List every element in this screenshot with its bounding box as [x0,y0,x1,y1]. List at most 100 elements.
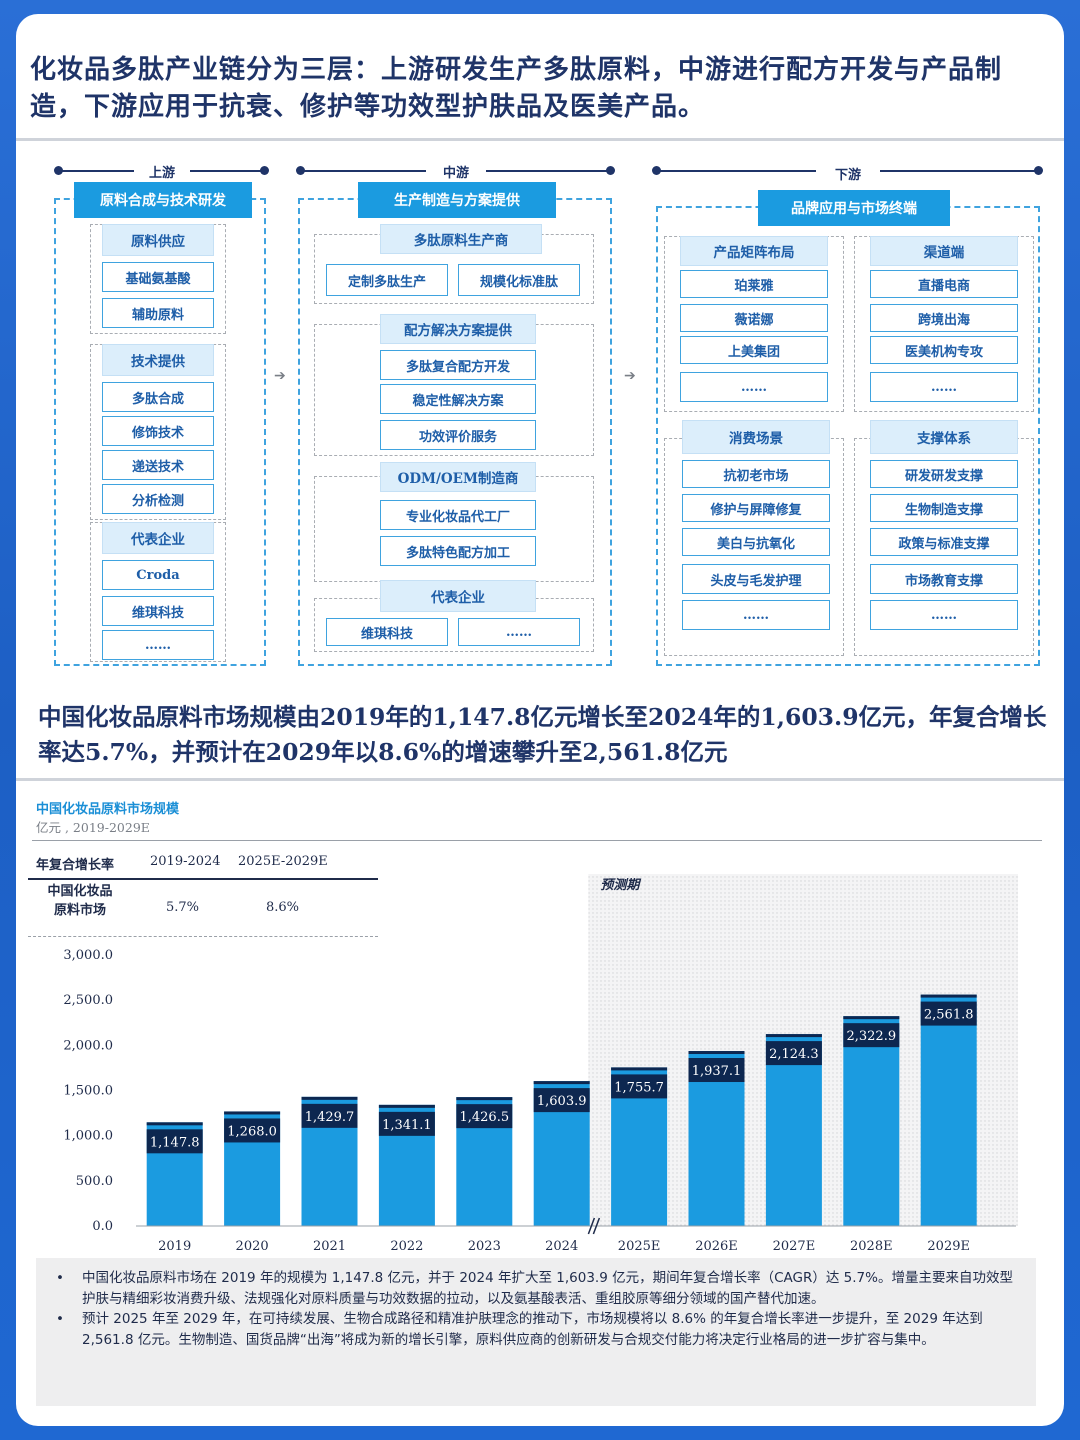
value-label-bg [378,1111,435,1136]
flow-arrow-icon: ➔ [624,368,636,384]
flow-arrow-icon: ➔ [274,368,286,384]
value-label: 1,426.5 [459,1110,509,1125]
tier-dot [606,166,615,175]
y-tick-label: 1,500.0 [63,1084,113,1099]
chart-title: 中国化妆品原料市场规模 [36,802,180,817]
item-box: 政策与标准支撑 [870,528,1018,556]
category-box: 原料供应 [102,224,214,256]
category-box: 代表企业 [102,522,214,554]
item-box: 薇诺娜 [680,304,828,332]
x-tick-label: 2021 [313,1239,346,1254]
bar-cap [765,1034,822,1038]
bar-cap [611,1067,668,1071]
tier-label-downstream: 下游 [816,164,880,183]
tier-dot [1034,166,1043,175]
y-tick-label: 500.0 [76,1174,113,1189]
cagr-row-label: 中国化妆品 原料市场 [42,882,118,920]
item-box: 修护与屏障修复 [682,494,830,522]
tier-label-upstream: 上游 [134,162,190,181]
notes-panel: 中国化妆品原料市场在 2019 年的规模为 1,147.8 亿元，并于 2024… [36,1258,1036,1406]
cagr-bottom-rule [28,936,378,937]
chart-header-rule [32,840,1042,841]
value-label-bg [765,1041,822,1066]
item-box: 功效评价服务 [380,420,536,450]
category-box: 产品矩阵布局 [680,236,828,266]
bar [765,1034,822,1226]
item-box: Croda [102,560,214,590]
value-label-bg [456,1104,513,1129]
item-box: 直播电商 [870,270,1018,298]
cagr-value: 8.6% [266,900,300,915]
x-tick-label: 2019 [158,1239,191,1254]
item-box: 定制多肽生产 [326,264,448,296]
item-box: 基础氨基酸 [102,262,214,292]
tier-label-midstream: 中游 [426,162,486,181]
category-box: 渠道端 [870,236,1018,266]
item-box: …… [458,618,580,646]
value-label-bg [688,1058,745,1083]
bar-cap [224,1111,281,1115]
item-box: …… [870,600,1018,630]
y-tick-label: 3,000.0 [63,948,113,963]
y-tick-label: 2,500.0 [63,993,113,1008]
item-box: 研发研发支撑 [870,460,1018,488]
item-box: 辅助原料 [102,298,214,328]
value-label: 1,755.7 [614,1080,664,1095]
x-tick-label: 2024 [545,1239,578,1254]
bar [920,994,977,1226]
item-box: 维琪科技 [102,596,214,626]
upstream-header: 原料合成与技术研发 [74,182,252,218]
y-tick-label: 0.0 [92,1219,113,1234]
cagr-table-label: 年复合增长率 [36,858,115,873]
item-box: 分析检测 [102,484,214,514]
cagr-value: 5.7% [166,900,200,915]
item-box: 维琪科技 [326,618,448,646]
category-box: 消费场景 [682,420,830,454]
note-bullet: 中国化妆品原料市场在 2019 年的规模为 1,147.8 亿元，并于 2024… [56,1268,1022,1309]
forecast-period-label: 预测期 [600,877,641,893]
item-box: …… [680,372,828,402]
category-box: 技术提供 [102,344,214,376]
x-tick-label: 2020 [236,1239,269,1254]
value-label: 2,124.3 [769,1047,819,1062]
cagr-row-label-line: 中国化妆品 [47,884,113,899]
item-box: 规模化标准肽 [458,264,580,296]
page-card: 化妆品多肽产业链分为三层：上游研发生产多肽原料，中游进行配方开发与产品制造，下游… [16,14,1064,1426]
y-tick-label: 1,000.0 [63,1129,113,1144]
value-label: 2,561.8 [924,1008,974,1023]
item-box: 跨境出海 [870,304,1018,332]
cagr-header-rule [28,878,378,880]
item-box: 抗初老市场 [682,460,830,488]
chart-unit: 亿元 , 2019-2029E [36,820,150,835]
item-box: …… [870,372,1018,402]
cagr-row-label-line: 原料市场 [53,903,106,918]
value-label-bg [843,1023,900,1048]
axis-break-mark [592,1217,601,1235]
item-box: 多肽合成 [102,382,214,412]
item-box: 生物制造支撑 [870,494,1018,522]
value-label: 1,341.1 [382,1118,432,1133]
x-tick-label: 2026E [695,1239,738,1254]
value-label-bg [224,1118,281,1143]
x-tick-label: 2022 [390,1239,423,1254]
value-label: 1,147.8 [150,1135,200,1150]
item-box: 美白与抗氧化 [682,528,830,556]
bar-cap [843,1016,900,1020]
chart-section-headline: 中国化妆品原料市场规模由2019年的1,147.8亿元增长至2024年的1,60… [38,703,1047,766]
value-label-bg [611,1074,668,1099]
x-tick-label: 2029E [927,1239,970,1254]
downstream-header: 品牌应用与市场终端 [758,190,950,226]
tier-dot [652,166,661,175]
x-tick-label: 2027E [773,1239,816,1254]
item-box: 多肽特色配方加工 [380,536,536,566]
bar-cap [920,994,977,998]
category-box: 代表企业 [380,580,536,612]
category-box: ODM/OEM制造商 [380,462,536,492]
value-label-bg [146,1129,203,1154]
y-axis: 0.0 500.0 1,000.0 1,500.0 2,000.0 2,500.0 3,00… [63,948,113,1234]
bar-cap [378,1104,435,1108]
x-tick-label: 2023 [468,1239,501,1254]
item-box: …… [102,630,214,660]
value-label: 1,268.0 [227,1124,277,1139]
item-box: 多肽复合配方开发 [380,350,536,380]
